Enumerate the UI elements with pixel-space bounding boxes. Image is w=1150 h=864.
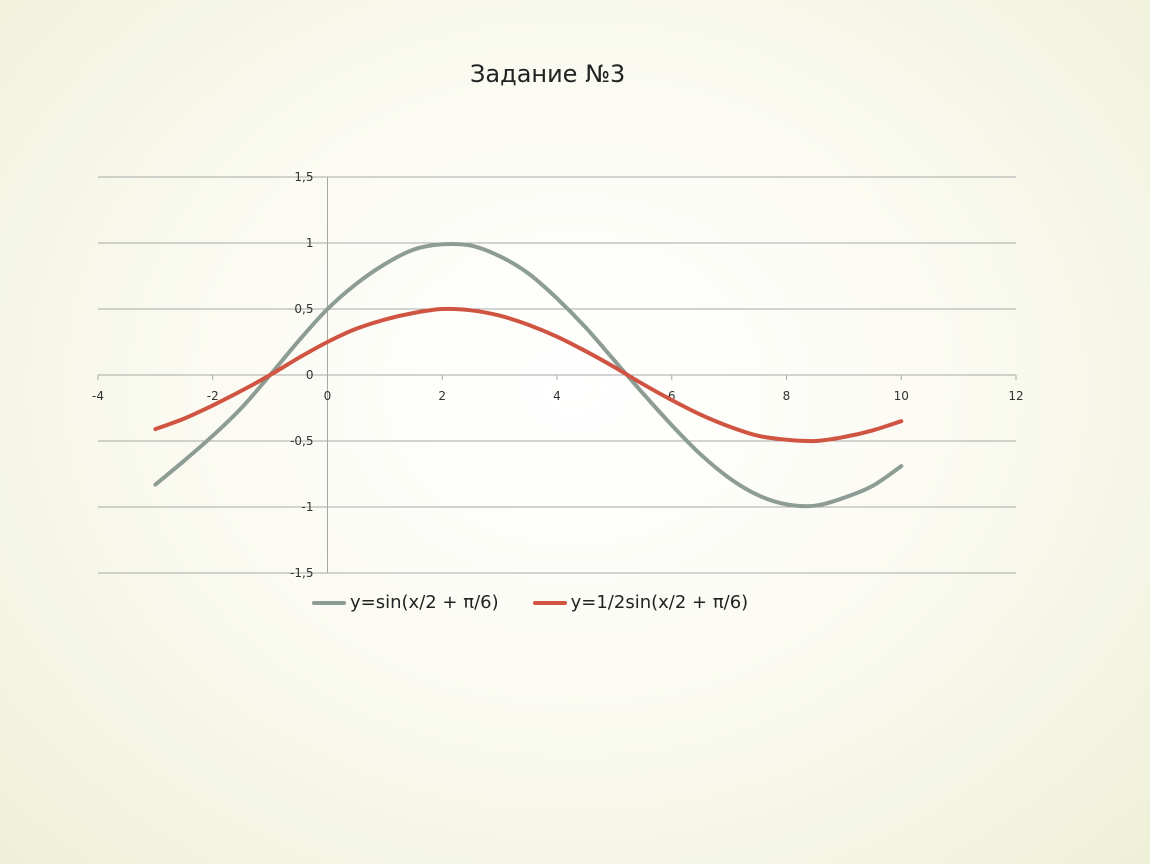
x-tick-label: -2 [207, 389, 219, 403]
x-tick-label: 8 [783, 389, 791, 403]
y-tick-label: 0 [306, 368, 314, 382]
legend-label-series-2: y=1/2sin(x/2 + π/6) [570, 592, 749, 613]
y-tick-label: 1,5 [294, 170, 313, 184]
series-line-1 [153, 241, 904, 509]
legend-item-series-2: y=1/2sin(x/2 + π/6) [532, 592, 749, 613]
legend-label-series-1: y=sin(x/2 + π/6) [350, 592, 499, 613]
x-tick-label: 2 [438, 389, 446, 403]
slide-title: Задание №3 [470, 60, 626, 88]
y-tick-label: -1 [302, 500, 314, 514]
axes [97, 177, 1017, 573]
x-tick-label: 12 [1008, 389, 1023, 403]
y-tick-label: -0,5 [290, 434, 313, 448]
chart-legend: y=sin(x/2 + π/6) y=1/2sin(x/2 + π/6) [312, 592, 748, 613]
series-lines [153, 241, 904, 509]
x-tick-label: 10 [894, 389, 909, 403]
legend-swatch-series-2 [532, 600, 567, 605]
x-tick-label: 4 [553, 389, 561, 403]
x-tick-label: -4 [92, 389, 104, 403]
series-line-2 [153, 306, 904, 444]
y-tick-label: 1 [306, 236, 314, 250]
x-tick-label: 6 [668, 389, 676, 403]
x-tick-label: 0 [324, 389, 332, 403]
legend-swatch-series-1 [312, 600, 346, 605]
tick-labels: 1,5 1 0,5 0 -0,5 -1 -1,5 -4 -2 0 2 4 6 8 10 12 [92, 170, 1024, 580]
y-tick-label: 0,5 [294, 302, 313, 316]
legend-item-series-1: y=sin(x/2 + π/6) [312, 592, 499, 613]
grid-lines [98, 176, 1016, 574]
y-tick-label: -1,5 [290, 566, 313, 580]
